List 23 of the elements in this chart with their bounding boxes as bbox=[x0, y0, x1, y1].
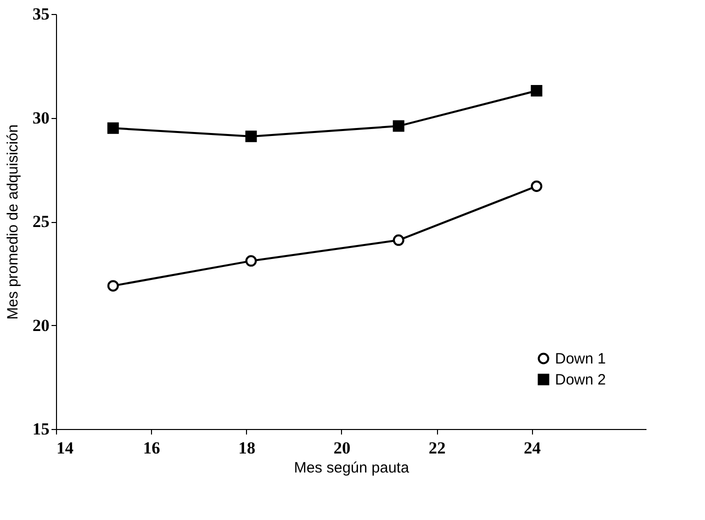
y-tick-label: 25 bbox=[32, 212, 50, 231]
x-tick-label: 16 bbox=[143, 438, 160, 458]
point bbox=[107, 122, 119, 134]
y-tick-label: 15 bbox=[32, 420, 50, 438]
x-tick-label: 14 bbox=[56, 438, 74, 458]
legend-label: Down 1 bbox=[555, 350, 606, 368]
point bbox=[392, 120, 404, 132]
point bbox=[107, 280, 119, 292]
point bbox=[245, 130, 257, 142]
point bbox=[245, 255, 257, 267]
point bbox=[530, 180, 542, 192]
legend-label: Down 2 bbox=[555, 372, 606, 388]
x-tick-label: 20 bbox=[333, 438, 350, 458]
y-tick-label: 20 bbox=[32, 316, 50, 335]
x-tick-label: 22 bbox=[428, 438, 446, 458]
point bbox=[530, 85, 542, 97]
point bbox=[392, 234, 404, 246]
x-axis-title: Mes según pauta bbox=[294, 460, 410, 476]
y-tick-label: 35 bbox=[32, 4, 50, 24]
x-tick-label: 18 bbox=[238, 438, 256, 458]
y-tick-label: 30 bbox=[32, 108, 50, 128]
y-axis-title: Mes promedio de adquisición bbox=[4, 124, 22, 320]
x-tick-label: 24 bbox=[524, 438, 542, 458]
